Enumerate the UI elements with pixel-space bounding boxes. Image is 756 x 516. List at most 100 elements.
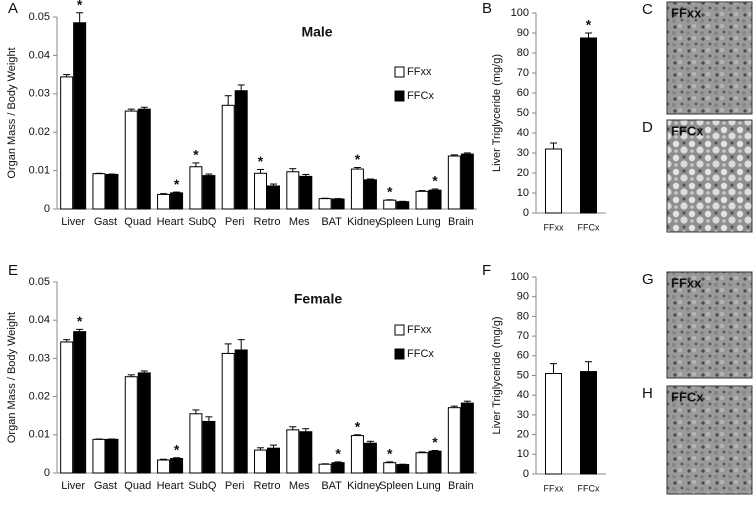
bar (299, 431, 313, 474)
y-tick-label: 0.05 (29, 11, 50, 23)
y-tick-label: 70 (517, 330, 529, 342)
legend-label: FFCx (407, 90, 434, 102)
bar (447, 407, 461, 474)
x-tick-label: Gast (94, 216, 117, 228)
error-bar (237, 84, 245, 91)
y-tick-label: 0.03 (29, 352, 50, 364)
error-bar (334, 461, 342, 463)
y-axis-label: Organ Mass / Body Weight (6, 47, 18, 178)
x-tick-label: Brain (448, 216, 474, 228)
y-tick-label: 0.02 (29, 391, 50, 403)
error-bar (63, 74, 71, 77)
bar (267, 185, 280, 210)
significance-marker: * (387, 446, 393, 462)
error-bar (585, 32, 592, 38)
y-axis-label: Liver Triglyceride (mg/g) (491, 54, 503, 172)
bar (202, 175, 216, 210)
error-bar (205, 416, 213, 422)
image-label: FFxx (671, 5, 702, 20)
y-tick-label: 90 (517, 27, 529, 39)
error-bar (192, 162, 200, 167)
bar (286, 429, 300, 474)
error-bar (463, 400, 471, 404)
bar (105, 173, 119, 210)
y-axis-label: Organ Mass / Body Weight (6, 312, 18, 443)
panel-letter: A (8, 0, 18, 17)
bar (318, 463, 332, 474)
y-tick-label: 0.01 (29, 165, 50, 177)
error-bar (550, 142, 557, 149)
y-tick-label: 0.04 (29, 314, 50, 326)
error-bar (192, 409, 200, 414)
bar (363, 179, 377, 210)
histology-image (666, 1, 753, 115)
panel-letter: G (642, 271, 654, 288)
x-tick-label: FFxx (544, 483, 564, 493)
error-bar (257, 168, 264, 174)
significance-marker: * (432, 434, 438, 450)
error-bar (173, 191, 181, 193)
significance-marker: * (586, 17, 592, 33)
bar (170, 192, 184, 210)
y-tick-label: 0 (523, 207, 529, 219)
x-tick-label: FFxx (544, 222, 564, 232)
bar (105, 438, 119, 474)
bar (124, 376, 138, 474)
error-bar (353, 434, 361, 436)
y-tick-label: 0 (44, 203, 50, 215)
error-bar (270, 183, 277, 186)
x-tick-label: FFCx (578, 483, 600, 493)
error-bar (160, 193, 168, 195)
bar (331, 462, 345, 474)
error-bar (450, 154, 458, 157)
bar (545, 148, 562, 214)
x-tick-label: Spleen (379, 216, 413, 228)
error-bar (76, 328, 84, 332)
bar (460, 153, 474, 210)
significance-marker: * (355, 419, 361, 435)
y-tick-label: 10 (517, 187, 529, 199)
x-tick-label: Retro (254, 216, 281, 228)
significance-marker: * (174, 176, 180, 192)
legend-label: FFxx (407, 66, 432, 78)
bar (221, 352, 235, 474)
bar (545, 373, 562, 475)
bar (254, 449, 267, 474)
y-tick-label: 80 (517, 47, 529, 59)
bar (415, 190, 429, 210)
histology-image (666, 271, 753, 379)
significance-marker: * (258, 153, 264, 169)
y-tick-label: 100 (511, 271, 529, 283)
error-bar (550, 363, 557, 374)
y-tick-label: 40 (517, 127, 529, 139)
error-bar (289, 426, 297, 430)
bar (460, 402, 474, 474)
bar (428, 450, 442, 474)
panel-letter: C (642, 1, 653, 18)
bar (428, 189, 442, 210)
x-tick-label: Spleen (379, 480, 413, 492)
error-bar (418, 190, 426, 192)
x-tick-label: Gast (94, 480, 117, 492)
significance-marker: * (355, 151, 361, 167)
error-bar (224, 95, 232, 106)
error-bar (463, 152, 471, 155)
y-tick-label: 40 (517, 389, 529, 401)
bar (234, 90, 248, 210)
x-tick-label: Mes (289, 480, 310, 492)
bar (383, 462, 397, 474)
legend-swatch (394, 348, 405, 360)
error-bar (76, 12, 84, 23)
error-bar (386, 461, 394, 463)
bar (350, 168, 364, 210)
error-bar (237, 339, 245, 350)
panel-letter: B (482, 0, 492, 17)
bar (92, 173, 106, 210)
x-tick-label: Kidney (347, 216, 381, 228)
bar (137, 108, 151, 210)
y-tick-label: 10 (517, 448, 529, 460)
legend-swatch (394, 66, 405, 78)
x-tick-label: Lung (416, 216, 440, 228)
bar (189, 413, 203, 474)
error-bar (173, 457, 181, 459)
